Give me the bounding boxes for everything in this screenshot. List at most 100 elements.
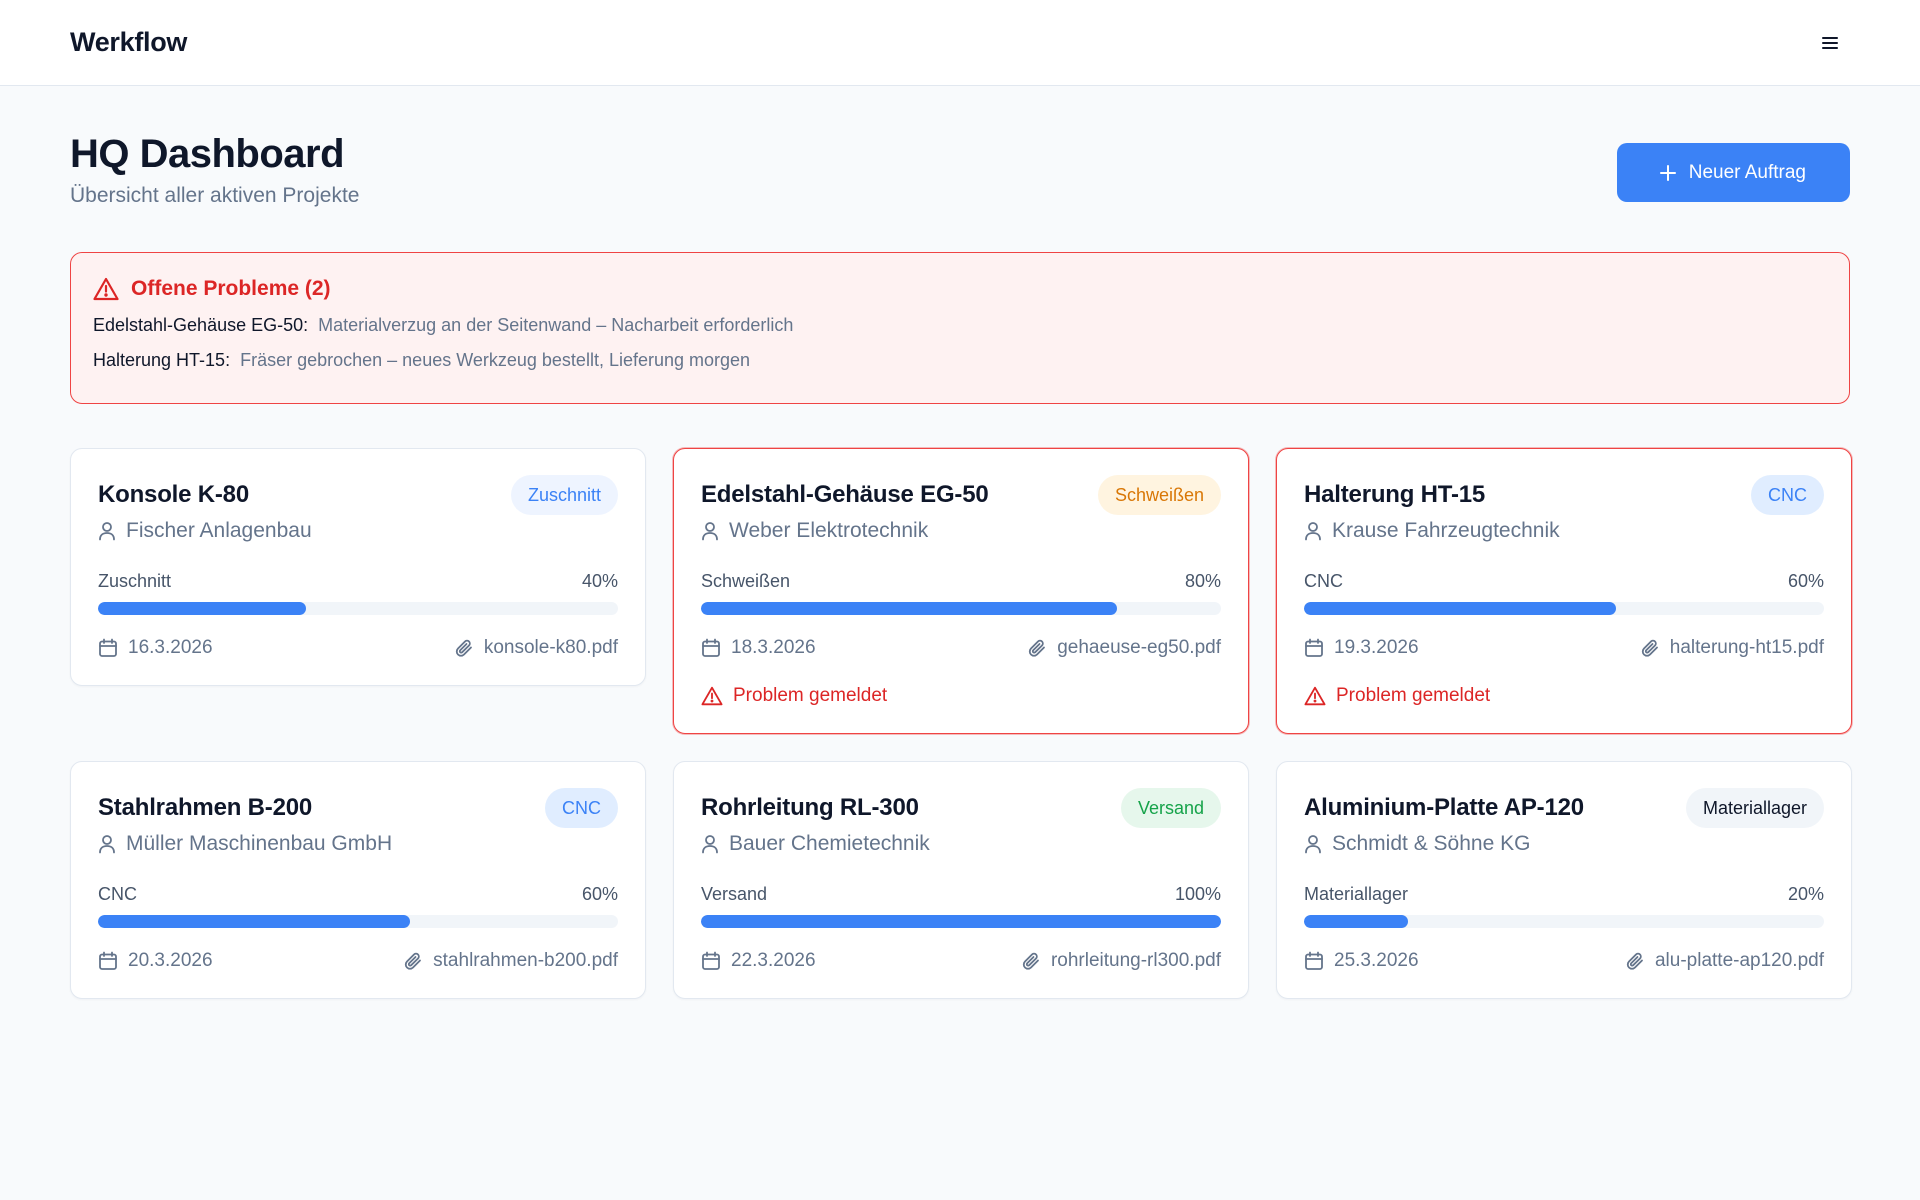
stage-badge: CNC [545, 788, 618, 828]
paperclip-icon [1029, 639, 1046, 657]
user-icon [1305, 835, 1321, 854]
project-title: Halterung HT-15 [1304, 481, 1486, 508]
project-grid: Konsole K-80 Zuschnitt Fischer Anlagenba… [70, 448, 1852, 999]
project-card[interactable]: Konsole K-80 Zuschnitt Fischer Anlagenba… [70, 448, 646, 686]
client-row: Schmidt & Söhne KG [1304, 832, 1824, 856]
attachment-link[interactable]: konsole-k80.pdf [454, 637, 618, 659]
problem-label: Problem gemeldet [1336, 685, 1491, 706]
card-header: Edelstahl-Gehäuse EG-50 Schweißen [701, 475, 1221, 515]
project-title: Rohrleitung RL-300 [701, 794, 919, 821]
attachment-link[interactable]: rohrleitung-rl300.pdf [1021, 950, 1221, 972]
due-date: 22.3.2026 [701, 950, 816, 972]
progress-bar [98, 915, 618, 928]
client-name: Schmidt & Söhne KG [1332, 832, 1531, 855]
client-row: Bauer Chemietechnik [701, 832, 1221, 856]
progress-stage: CNC [1304, 571, 1343, 591]
paperclip-icon [405, 952, 422, 970]
alert-item-message: Fräser gebrochen – neues Werkzeug bestel… [240, 350, 751, 370]
progress-percent: 60% [581, 884, 618, 904]
new-order-button-label: Neuer Auftrag [1688, 161, 1806, 183]
user-icon [99, 835, 115, 854]
progress-bar-fill [701, 602, 1117, 615]
progress-row: Materiallager 20% [1304, 884, 1824, 905]
progress-stage: Zuschnitt [98, 571, 172, 591]
calendar-icon [99, 951, 117, 970]
project-card[interactable]: Stahlrahmen B-200 CNC Müller Maschinenba… [70, 761, 646, 999]
project-title: Aluminium-Platte AP-120 [1304, 794, 1584, 821]
problem-indicator: Problem gemeldet [701, 685, 1221, 707]
alert-title: Offene Probleme (2) [131, 277, 331, 300]
progress-bar-fill [98, 915, 410, 928]
project-card[interactable]: Aluminium-Platte AP-120 Materiallager Sc… [1276, 761, 1852, 999]
card-footer: 16.3.2026 konsole-k80.pdf [98, 637, 618, 659]
alert-item-label: Halterung HT-15: [93, 350, 231, 370]
calendar-icon [1305, 638, 1323, 657]
warning-icon [701, 686, 723, 706]
client-row: Weber Elektrotechnik [701, 519, 1221, 543]
page-subtitle: Übersicht aller aktiven Projekte [70, 184, 360, 207]
card-header: Rohrleitung RL-300 Versand [701, 788, 1221, 828]
paperclip-icon [1641, 639, 1658, 657]
progress-bar-fill [98, 602, 306, 615]
stage-badge: Versand [1120, 788, 1221, 828]
client-row: Müller Maschinenbau GmbH [98, 832, 618, 856]
paperclip-icon [1626, 952, 1643, 970]
alert-item-label: Edelstahl-Gehäuse EG-50: [93, 315, 309, 335]
project-card[interactable]: Halterung HT-15 CNC Krause Fahrzeugtechn… [1276, 448, 1852, 734]
progress-bar [1304, 602, 1824, 615]
attachment-filename: halterung-ht15.pdf [1669, 637, 1824, 658]
progress-bar [701, 602, 1221, 615]
project-title: Edelstahl-Gehäuse EG-50 [701, 481, 989, 508]
due-date-text: 20.3.2026 [128, 950, 213, 971]
card-header: Stahlrahmen B-200 CNC [98, 788, 618, 828]
due-date: 16.3.2026 [98, 637, 213, 659]
user-icon [99, 522, 115, 541]
due-date-text: 16.3.2026 [128, 637, 213, 658]
calendar-icon [702, 638, 720, 657]
problem-indicator: Problem gemeldet [1304, 685, 1824, 707]
calendar-icon [99, 638, 117, 657]
progress-row: Schweißen 80% [701, 571, 1221, 592]
paperclip-icon [1022, 952, 1039, 970]
stage-badge: Schweißen [1097, 475, 1221, 515]
due-date-text: 18.3.2026 [731, 637, 816, 658]
attachment-link[interactable]: alu-platte-ap120.pdf [1625, 950, 1824, 972]
progress-percent: 40% [581, 571, 618, 591]
user-icon [1305, 522, 1321, 541]
plus-icon [1659, 164, 1676, 181]
attachment-filename: alu-platte-ap120.pdf [1654, 950, 1824, 971]
progress-bar-fill [1304, 602, 1616, 615]
due-date-text: 19.3.2026 [1334, 637, 1419, 658]
client-row: Fischer Anlagenbau [98, 519, 618, 543]
due-date: 25.3.2026 [1304, 950, 1419, 972]
calendar-icon [1305, 951, 1323, 970]
top-bar: Werkflow [0, 0, 1920, 86]
attachment-link[interactable]: stahlrahmen-b200.pdf [403, 950, 618, 972]
progress-stage: Schweißen [701, 571, 791, 591]
client-name: Fischer Anlagenbau [126, 519, 312, 542]
attachment-link[interactable]: gehaeuse-eg50.pdf [1027, 637, 1221, 659]
progress-percent: 80% [1184, 571, 1221, 591]
progress-row: CNC 60% [1304, 571, 1824, 592]
brand-logo[interactable]: Werkflow [70, 27, 188, 57]
problem-label: Problem gemeldet [733, 685, 888, 706]
main-content: HQ Dashboard Übersicht aller aktiven Pro… [0, 130, 1920, 999]
attachment-link[interactable]: halterung-ht15.pdf [1640, 637, 1824, 659]
progress-row: Versand 100% [701, 884, 1221, 905]
new-order-button[interactable]: Neuer Auftrag [1616, 143, 1850, 202]
stage-badge: Zuschnitt [510, 475, 618, 515]
progress-stage: CNC [98, 884, 137, 904]
warning-icon [1304, 686, 1326, 706]
card-header: Aluminium-Platte AP-120 Materiallager [1304, 788, 1824, 828]
calendar-icon [702, 951, 720, 970]
user-icon [702, 522, 718, 541]
progress-row: Zuschnitt 40% [98, 571, 618, 592]
progress-bar [98, 602, 618, 615]
project-card[interactable]: Edelstahl-Gehäuse EG-50 Schweißen Weber … [673, 448, 1249, 734]
project-card[interactable]: Rohrleitung RL-300 Versand Bauer Chemiet… [673, 761, 1249, 999]
project-title: Konsole K-80 [98, 481, 249, 508]
page-header: HQ Dashboard Übersicht aller aktiven Pro… [70, 130, 1850, 208]
progress-percent: 20% [1787, 884, 1824, 904]
menu-button[interactable] [1810, 23, 1850, 63]
warning-icon [93, 277, 119, 301]
